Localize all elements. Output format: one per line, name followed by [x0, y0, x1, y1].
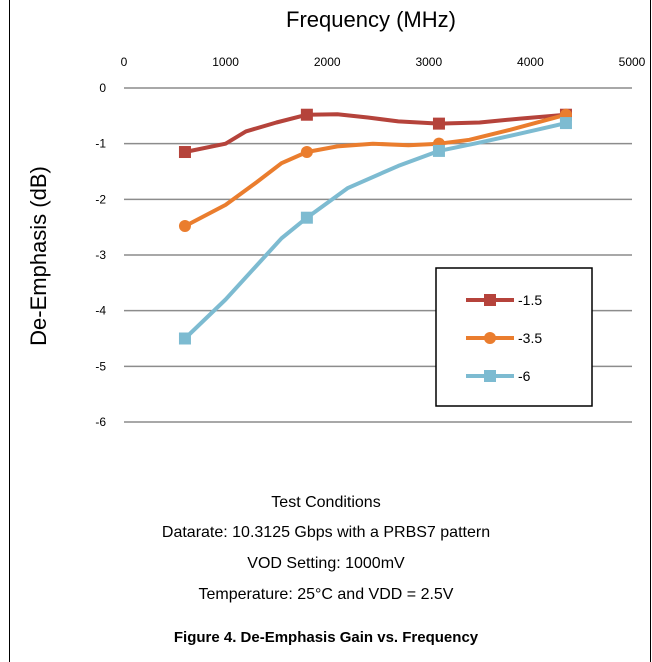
data-point: [432, 144, 445, 157]
y-tick-label: -1: [95, 137, 106, 151]
legend: -1.5 -3.5 -6: [435, 267, 593, 407]
x-tick-label: 3000: [415, 55, 442, 69]
x-tick-label: 5000: [619, 55, 646, 69]
test-condition-vod: VOD Setting: 1000mV: [247, 555, 405, 572]
test-condition-datarate: Datarate: 10.3125 Gbps with a PRBS7 patt…: [161, 524, 491, 541]
y-tick-labels: 0 -1 -2 -3 -4 -5 -6: [95, 81, 106, 429]
figure-frame: [9, 0, 651, 662]
de-emphasis-chart: 0 1000 2000 3000 4000 5000 0 -1 -2 -3 -4 -5 -6 Freq…: [26, 7, 646, 429]
test-condition-temperature: Temperature: 25°C and VDD = 2.5V: [198, 586, 454, 603]
data-point: [300, 108, 313, 121]
x-tick-label: 0: [121, 55, 128, 69]
legend-label: -3.5: [518, 330, 542, 346]
series-line: [183, 121, 568, 341]
data-point: [178, 220, 191, 233]
figure-caption: Figure 4. De-Emphasis Gain vs. Frequency: [173, 629, 479, 646]
data-point: [484, 294, 496, 306]
data-point: [484, 370, 496, 382]
test-conditions-title: Test Conditions: [271, 494, 381, 511]
legend-label: -1.5: [518, 292, 542, 308]
series-line: [183, 112, 568, 154]
legend-label: -6: [518, 368, 531, 384]
legend-entry: -1.5: [466, 292, 542, 308]
legend-entry: -3.5: [466, 330, 542, 346]
legend-entry: -6: [466, 368, 531, 384]
data-point: [178, 332, 191, 345]
y-tick-label: -4: [95, 304, 106, 318]
data-point: [484, 332, 496, 344]
x-tick-labels: 0 1000 2000 3000 4000 5000: [121, 55, 646, 69]
x-tick-label: 2000: [314, 55, 341, 69]
y-tick-label: -2: [95, 192, 106, 206]
data-point: [432, 117, 445, 130]
data-point: [300, 211, 313, 224]
data-point: [559, 117, 572, 130]
data-point: [300, 146, 313, 159]
x-tick-label: 1000: [212, 55, 239, 69]
series-2: [178, 108, 572, 233]
series-3: [178, 117, 572, 345]
x-axis-label: Frequency (MHz): [286, 7, 456, 32]
series-line: [183, 112, 568, 229]
data-point: [178, 146, 191, 159]
y-tick-label: -5: [95, 359, 106, 373]
x-tick-label: 4000: [517, 55, 544, 69]
y-tick-label: -6: [95, 415, 106, 429]
series-layer: [178, 108, 572, 345]
y-axis-label: De-Emphasis (dB): [26, 166, 51, 346]
y-tick-label: -3: [95, 248, 106, 262]
y-tick-label: 0: [99, 81, 106, 95]
